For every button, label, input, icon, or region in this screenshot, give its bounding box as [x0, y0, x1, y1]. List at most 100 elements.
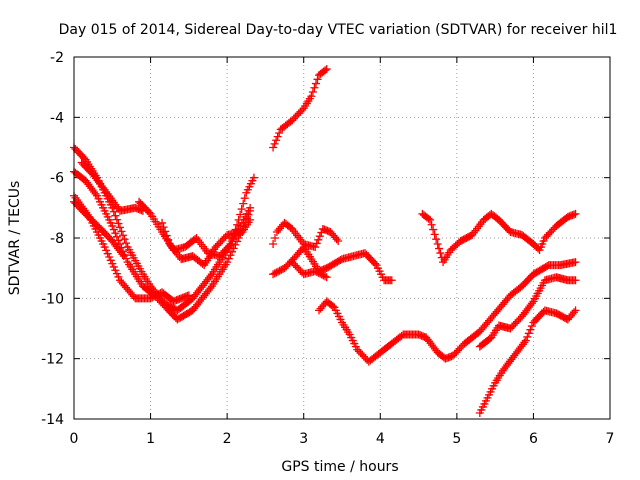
x-tick-label: 7	[606, 431, 615, 447]
data-point	[527, 299, 536, 308]
data-point	[315, 232, 324, 241]
data-point	[224, 254, 233, 263]
data-point	[435, 244, 444, 253]
series-arc-5	[77, 158, 147, 215]
data-point	[108, 259, 117, 268]
series-arc-8	[269, 65, 331, 152]
x-tick-label: 6	[529, 431, 538, 447]
data-point	[226, 251, 235, 260]
data-point	[328, 302, 337, 311]
data-point	[234, 234, 243, 242]
data-point	[240, 194, 249, 203]
data-point	[246, 206, 255, 215]
series-arc-13	[418, 209, 580, 267]
series-arc-14	[475, 273, 580, 351]
series-arc-12	[315, 258, 580, 366]
data-point	[311, 79, 320, 88]
x-tick-label: 4	[376, 431, 385, 447]
data-point	[111, 229, 120, 238]
series-arc-2	[70, 167, 255, 324]
data-point	[120, 235, 129, 244]
y-tick-label: -8	[50, 231, 64, 247]
data-point	[246, 215, 255, 224]
data-point	[228, 235, 237, 244]
data-point	[226, 240, 235, 249]
data-point	[112, 269, 121, 278]
series-arc-9	[269, 218, 343, 252]
data-point	[571, 306, 580, 315]
data-point	[109, 207, 118, 216]
data-point	[322, 65, 331, 74]
data-point	[269, 240, 278, 249]
data-point	[432, 235, 441, 244]
data-point	[430, 230, 439, 239]
data-point	[269, 143, 278, 152]
data-point	[106, 256, 115, 265]
data-point	[571, 276, 580, 285]
x-tick-label: 2	[223, 431, 232, 447]
data-point	[118, 250, 127, 259]
data-point	[223, 258, 232, 267]
data-point	[334, 237, 343, 246]
data-point	[424, 214, 433, 223]
data-point	[307, 92, 316, 101]
data-point	[308, 87, 317, 96]
y-tick-label: -10	[41, 291, 64, 307]
data-point	[162, 231, 171, 240]
data-point	[119, 231, 128, 240]
data-point	[387, 276, 396, 285]
data-point	[313, 75, 322, 84]
data-point	[310, 83, 319, 92]
data-point	[111, 211, 120, 220]
data-point	[239, 199, 248, 208]
data-point	[570, 308, 579, 317]
data-point	[526, 325, 535, 334]
data-point	[158, 218, 167, 227]
series-arc-15	[475, 306, 580, 417]
data-point	[91, 189, 100, 198]
data-point	[321, 272, 330, 281]
data-point	[184, 291, 193, 300]
data-point	[108, 221, 117, 230]
data-point	[273, 132, 282, 141]
data-point	[270, 139, 279, 148]
x-axis-label: GPS time / hours	[281, 459, 398, 475]
series-arc-7	[158, 215, 255, 270]
data-point	[161, 227, 170, 236]
data-point	[426, 215, 435, 224]
chart-title: Day 015 of 2014, Sidereal Day-to-day VTE…	[59, 22, 618, 38]
data-point	[122, 239, 131, 248]
data-point	[119, 252, 128, 261]
data-point	[109, 225, 118, 234]
data-point	[206, 272, 215, 281]
data-point	[164, 235, 173, 244]
series-arc-11	[288, 258, 331, 282]
data-point	[571, 258, 580, 267]
data-point	[322, 273, 331, 282]
data-point	[571, 209, 580, 218]
y-tick-label: -12	[41, 352, 64, 368]
series-arc-6	[135, 173, 258, 261]
data-point	[105, 253, 114, 262]
series-arc-10	[269, 243, 396, 285]
data-point	[231, 240, 240, 249]
data-point	[520, 338, 529, 347]
data-point	[314, 235, 323, 244]
data-point	[100, 243, 109, 252]
data-point	[271, 234, 279, 242]
x-tick-label: 5	[452, 431, 461, 447]
data-point	[114, 272, 123, 281]
data-point	[298, 106, 307, 115]
data-point	[233, 220, 242, 229]
data-point	[114, 219, 123, 228]
plot-frame	[73, 56, 611, 420]
y-tick-label: -6	[50, 171, 64, 187]
x-tick-label: 3	[299, 431, 308, 447]
x-tick-label: 1	[146, 431, 155, 447]
data-point	[312, 239, 321, 248]
series-arc-4	[70, 197, 128, 261]
y-axis-label: SDTVAR / TECUs	[7, 181, 23, 296]
data-point	[103, 249, 112, 258]
data-point	[427, 220, 436, 229]
data-point	[111, 266, 120, 275]
